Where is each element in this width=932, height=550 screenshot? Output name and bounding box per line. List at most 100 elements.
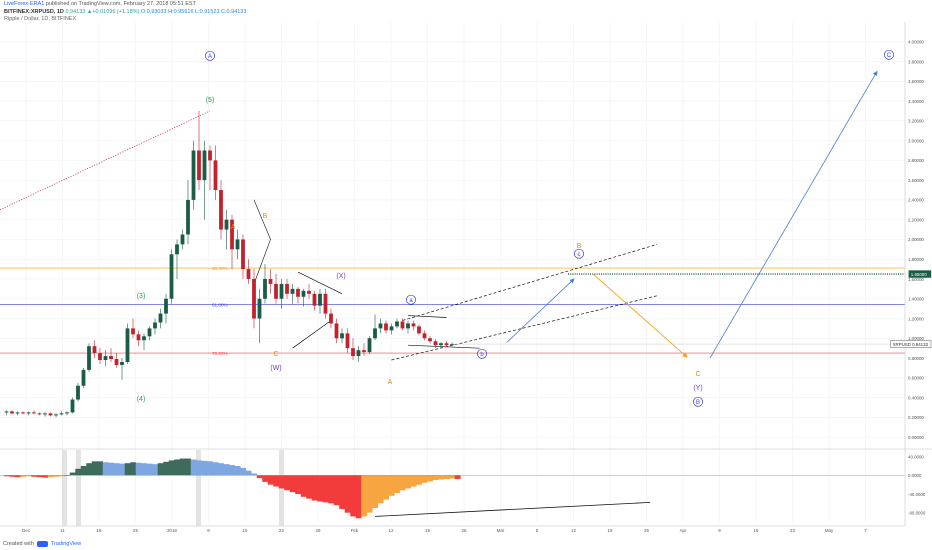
oscillator-bar [377, 475, 384, 504]
grid-lines [0, 22, 905, 522]
wave-labels: A (5) B A (X) (3) C (W) (4) a b c A B C (Y) B C [137, 49, 894, 407]
oscillator-pane [0, 458, 905, 519]
oscillator-bar [361, 475, 368, 517]
wave-label-circle [574, 248, 584, 259]
oscillator-bar [53, 475, 60, 477]
wave-label-circle [693, 396, 703, 407]
price-tick-label: 0.40000 [908, 395, 924, 400]
candle-body [268, 278, 273, 284]
fib-label: 61.80% [212, 302, 228, 307]
wave-label-circle [406, 294, 416, 305]
oscillator-bar [141, 463, 148, 476]
wave-label: A [388, 379, 393, 386]
candle-body [114, 359, 119, 365]
projection-arrow-down [591, 272, 688, 358]
time-tick-label: 23 [790, 528, 795, 533]
candle-body [378, 323, 383, 329]
fib-label: 78.60% [212, 351, 228, 356]
oscillator-bar [410, 475, 417, 487]
oscillator-bar [157, 463, 164, 476]
candle-body [10, 411, 14, 414]
oscillator-bar [47, 475, 54, 478]
time-tick-label: 18 [97, 528, 102, 533]
oscillator-bar [229, 465, 236, 476]
price-tick-label: 2.20000 [908, 217, 924, 222]
oscillator-bar [69, 472, 76, 476]
channel-upper-line [402, 244, 658, 321]
oscillator-bar [273, 475, 280, 487]
oscillator-bar [135, 462, 142, 476]
oscillator-tick-label: 40.0000 [908, 454, 924, 459]
oscillator-bar [113, 463, 120, 476]
oscillator-bar [328, 475, 335, 504]
oscillator-bar [388, 475, 395, 496]
red-dotted-trendline [0, 110, 211, 211]
wave-label-circle [884, 49, 894, 60]
price-label-text: 1.65000 [911, 272, 927, 277]
oscillator-bar [31, 475, 38, 477]
price-tick-label: 3.80000 [908, 59, 924, 64]
oscillator-bar [86, 463, 93, 476]
candle-body [70, 399, 75, 413]
time-tick-label: 12 [389, 528, 394, 533]
oscillator-bar [372, 475, 379, 508]
candle-body [406, 323, 410, 329]
oscillator-bar [449, 475, 456, 479]
wave-label: (Y) [693, 385, 702, 392]
candle-body [92, 346, 97, 354]
oscillator-bar [267, 475, 274, 485]
price-tick-label: 1.60000 [908, 277, 924, 282]
candle-body [87, 346, 91, 370]
oscillator-bar [262, 475, 269, 482]
oscillator-bar [289, 475, 296, 493]
price-tick-label: 1.40000 [908, 297, 924, 302]
candle-body [411, 323, 416, 327]
candle-body [65, 412, 69, 414]
time-tick-label: 7 [864, 528, 867, 533]
fib-label: 50.00% [212, 266, 228, 271]
time-tick-label: 26 [462, 528, 467, 533]
wave-label: (W) [270, 365, 281, 372]
candle-body [54, 414, 58, 416]
oscillator-bar [174, 459, 181, 476]
candles [4, 110, 454, 418]
candle-body [153, 322, 157, 329]
wave-label: B [696, 400, 700, 406]
oscillator-bar [443, 475, 450, 480]
oscillator-bar [339, 475, 346, 509]
candle-body [120, 362, 124, 365]
author-link[interactable]: LiveForex-ERA1 [4, 1, 45, 7]
candle-body [32, 412, 36, 414]
price-tick-label: 2.60000 [908, 178, 924, 183]
wave-label: C [887, 53, 892, 59]
oscillator-bar [102, 462, 109, 476]
price-tick-label: 1.80000 [908, 257, 924, 262]
time-tick-label: 19 [608, 528, 613, 533]
time-tick-label: 19 [425, 528, 430, 533]
candle-body [43, 413, 47, 415]
candle-body [389, 326, 394, 331]
oscillator-bar [394, 475, 401, 494]
wave-label: A [208, 54, 212, 60]
price-tick-label: 2.40000 [908, 198, 924, 203]
time-tick-label: Dec [22, 528, 31, 533]
wave-label: (5) [206, 97, 215, 104]
candle-body [373, 328, 377, 339]
wave-label: a [409, 298, 413, 304]
oscillator-bar [207, 461, 214, 476]
candle-body [26, 412, 31, 414]
channel-lower-line [391, 295, 658, 361]
time-tick-label: 22 [279, 528, 284, 533]
symbol-label: BITFINEX:XRPUSD, 1D [4, 8, 64, 15]
oscillator-bar [333, 475, 340, 506]
highlight-band [62, 450, 67, 526]
wave-label-circle [205, 50, 215, 61]
candle-body [131, 328, 135, 335]
oscillator-bar [256, 475, 263, 479]
tradingview-brand[interactable]: TradingView [50, 541, 82, 547]
candle-body [37, 413, 42, 415]
candle-body [164, 298, 168, 314]
candle-body [246, 269, 251, 279]
axes: 4.00000 3.80000 3.60000 3.40000 3.20000 3.000… [0, 22, 932, 533]
